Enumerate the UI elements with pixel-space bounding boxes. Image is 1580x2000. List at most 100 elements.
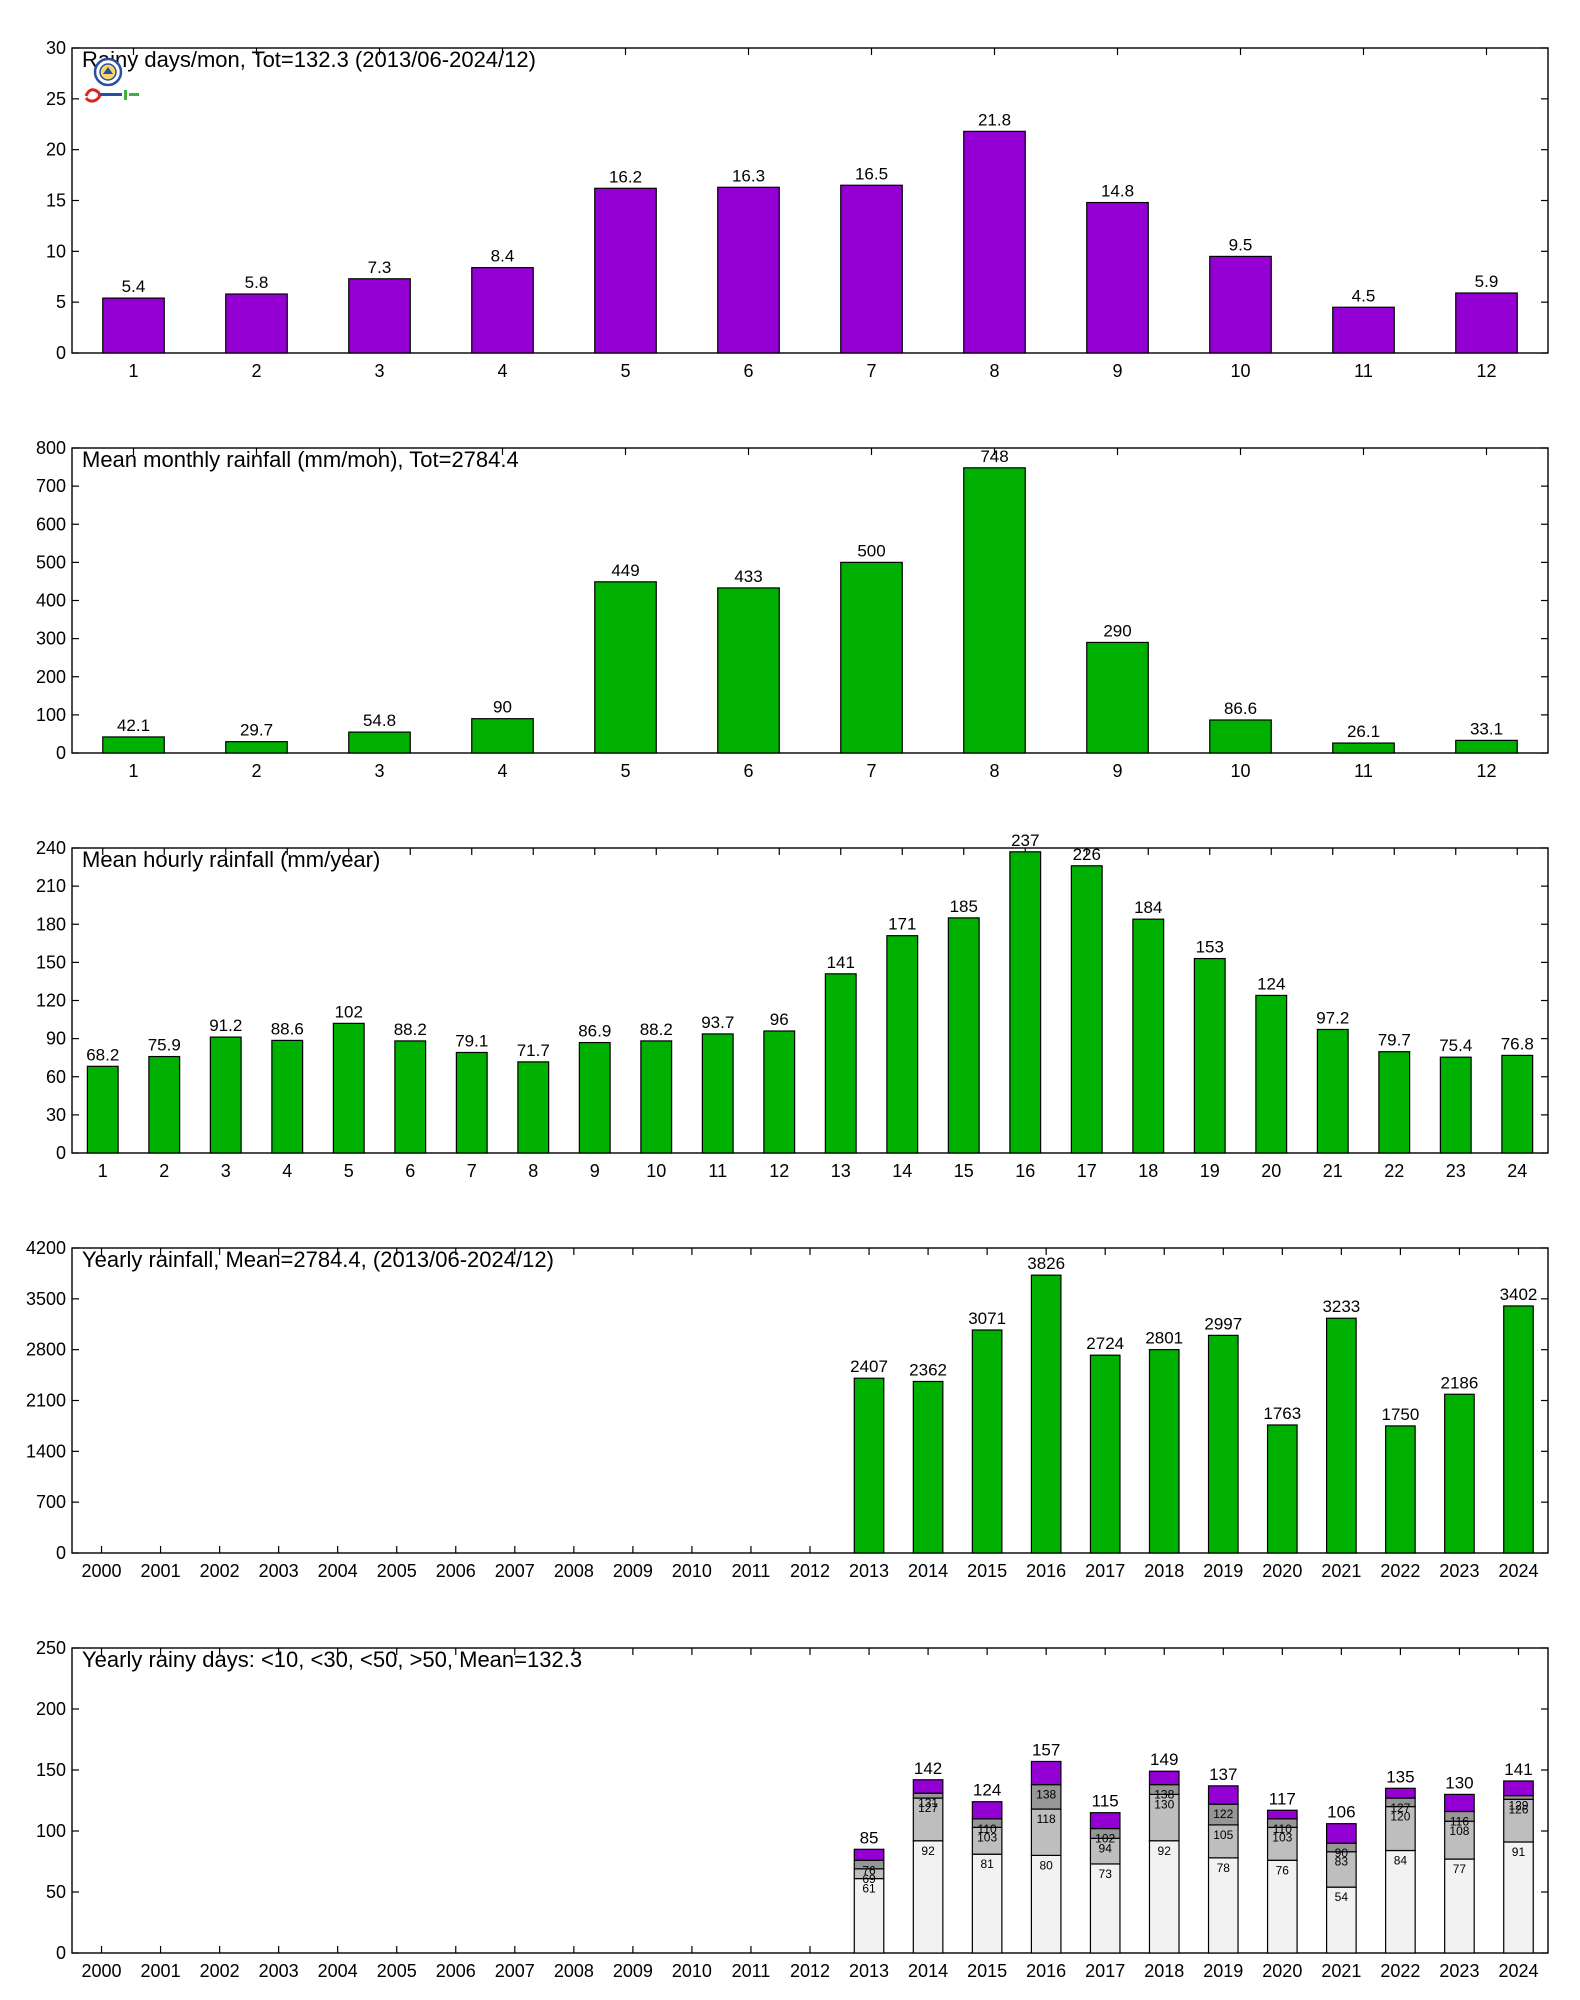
stack-inner-label: 122 bbox=[1213, 1807, 1233, 1821]
bar bbox=[209, 1036, 242, 1154]
bar-value-label: 79.1 bbox=[455, 1031, 488, 1050]
x-tick-label: 2012 bbox=[790, 1961, 830, 1981]
bar bbox=[1266, 1424, 1298, 1554]
chart-title: Yearly rainfall, Mean=2784.4, (2013/06-2… bbox=[82, 1247, 554, 1272]
y-tick-label: 90 bbox=[46, 1029, 66, 1049]
x-tick-label: 1 bbox=[128, 761, 138, 781]
x-tick-label: 2021 bbox=[1321, 1561, 1361, 1581]
bar bbox=[1455, 292, 1518, 354]
stack-segment-total bbox=[1503, 1780, 1534, 1797]
bar bbox=[1501, 1054, 1534, 1154]
x-tick-label: 2005 bbox=[377, 1961, 417, 1981]
y-tick-label: 30 bbox=[46, 1105, 66, 1125]
chart-panel-5: Yearly rainy days: <10, <30, <50, >50, M… bbox=[36, 1638, 1549, 1981]
stack-inner-label: 129 bbox=[1508, 1799, 1528, 1813]
x-tick-label: 8 bbox=[528, 1161, 538, 1181]
x-tick-label: 2001 bbox=[141, 1561, 181, 1581]
x-tick-label: 2000 bbox=[81, 1961, 121, 1981]
bar bbox=[963, 130, 1026, 354]
y-tick-label: 210 bbox=[36, 876, 66, 896]
x-tick-label: 15 bbox=[954, 1161, 974, 1181]
stack-inner-label: 131 bbox=[918, 1796, 938, 1810]
bar bbox=[840, 184, 903, 354]
bar-value-label: 79.7 bbox=[1378, 1031, 1411, 1050]
stack-segment-total bbox=[1148, 1770, 1180, 1786]
x-tick-label: 10 bbox=[1230, 361, 1250, 381]
stack-inner-label: 69 bbox=[862, 1872, 876, 1886]
stack-total-label: 106 bbox=[1327, 1803, 1355, 1822]
x-tick-label: 2022 bbox=[1380, 1961, 1420, 1981]
x-tick-label: 2021 bbox=[1321, 1961, 1361, 1981]
y-tick-label: 50 bbox=[46, 1882, 66, 1902]
bar bbox=[971, 1329, 1003, 1554]
y-tick-label: 400 bbox=[36, 591, 66, 611]
bar bbox=[1132, 918, 1165, 1154]
stack-inner-label: 126 bbox=[1508, 1802, 1528, 1816]
bar-value-label: 449 bbox=[611, 561, 639, 580]
stack-segment-lt10 bbox=[1148, 1840, 1180, 1954]
bar-value-label: 7.3 bbox=[368, 258, 392, 277]
bar-value-label: 226 bbox=[1073, 845, 1101, 864]
stack-inner-label: 110 bbox=[1273, 1822, 1292, 1836]
y-tick-label: 600 bbox=[36, 514, 66, 534]
stack-inner-label: 105 bbox=[1213, 1828, 1233, 1842]
x-tick-label: 2024 bbox=[1498, 1561, 1538, 1581]
stack-segment-lt10 bbox=[1207, 1857, 1239, 1954]
x-tick-label: 2018 bbox=[1144, 1561, 1184, 1581]
chart-panel-3: Mean hourly rainfall (mm/year)0306090120… bbox=[36, 831, 1549, 1181]
x-tick-label: 2010 bbox=[672, 1961, 712, 1981]
bar bbox=[1444, 1393, 1475, 1554]
bar bbox=[1439, 1056, 1472, 1154]
x-tick-label: 2004 bbox=[318, 1961, 358, 1981]
x-tick-label: 2007 bbox=[495, 1961, 535, 1981]
x-tick-label: 11 bbox=[1354, 361, 1373, 381]
stack-inner-label: 92 bbox=[921, 1844, 935, 1858]
stack-inner-label: 110 bbox=[978, 1822, 997, 1836]
x-tick-label: 6 bbox=[743, 361, 753, 381]
stack-inner-label: 118 bbox=[1037, 1812, 1056, 1826]
chart-panel-4: Yearly rainfall, Mean=2784.4, (2013/06-2… bbox=[26, 1238, 1549, 1581]
stack-inner-label: 90 bbox=[1335, 1846, 1349, 1860]
x-tick-label: 17 bbox=[1077, 1161, 1097, 1181]
bar bbox=[225, 293, 288, 354]
y-tick-label: 100 bbox=[36, 705, 66, 725]
stack-total-label: 141 bbox=[1504, 1760, 1532, 1779]
bar-value-label: 5.4 bbox=[122, 277, 146, 296]
stack-segment-total bbox=[912, 1779, 944, 1794]
stack-segment-lt30 bbox=[1503, 1798, 1534, 1843]
x-tick-label: 2013 bbox=[849, 1961, 889, 1981]
plot-frame bbox=[71, 447, 1549, 754]
stack-inner-label: 108 bbox=[1449, 1824, 1469, 1838]
y-tick-label: 800 bbox=[36, 438, 66, 458]
bar-value-label: 185 bbox=[950, 897, 978, 916]
stack-inner-label: 61 bbox=[862, 1882, 876, 1896]
x-tick-label: 23 bbox=[1446, 1161, 1466, 1181]
stack-segment-total bbox=[1385, 1787, 1416, 1799]
stack-inner-label: 76 bbox=[1276, 1863, 1290, 1877]
bar-value-label: 16.2 bbox=[609, 167, 642, 186]
bar bbox=[348, 278, 411, 354]
x-tick-label: 7 bbox=[866, 761, 876, 781]
bar bbox=[640, 1040, 673, 1154]
x-tick-label: 2015 bbox=[967, 1561, 1007, 1581]
x-tick-label: 2014 bbox=[908, 1961, 948, 1981]
x-tick-label: 2002 bbox=[200, 1961, 240, 1981]
bar bbox=[102, 736, 165, 754]
x-tick-label: 7 bbox=[866, 361, 876, 381]
bar-value-label: 68.2 bbox=[86, 1045, 119, 1064]
y-tick-label: 200 bbox=[36, 1699, 66, 1719]
x-tick-label: 21 bbox=[1323, 1161, 1343, 1181]
y-tick-label: 240 bbox=[36, 838, 66, 858]
x-tick-label: 22 bbox=[1384, 1161, 1404, 1181]
x-tick-label: 2019 bbox=[1203, 1561, 1243, 1581]
bar bbox=[225, 741, 288, 754]
x-tick-label: 2022 bbox=[1380, 1561, 1420, 1581]
y-tick-label: 500 bbox=[36, 552, 66, 572]
stack-segment-lt30 bbox=[1089, 1837, 1121, 1865]
bar bbox=[1030, 1274, 1062, 1554]
x-tick-label: 2 bbox=[251, 361, 261, 381]
bar bbox=[1332, 306, 1395, 354]
x-tick-label: 4 bbox=[282, 1161, 292, 1181]
stack-inner-label: 73 bbox=[1099, 1867, 1113, 1881]
